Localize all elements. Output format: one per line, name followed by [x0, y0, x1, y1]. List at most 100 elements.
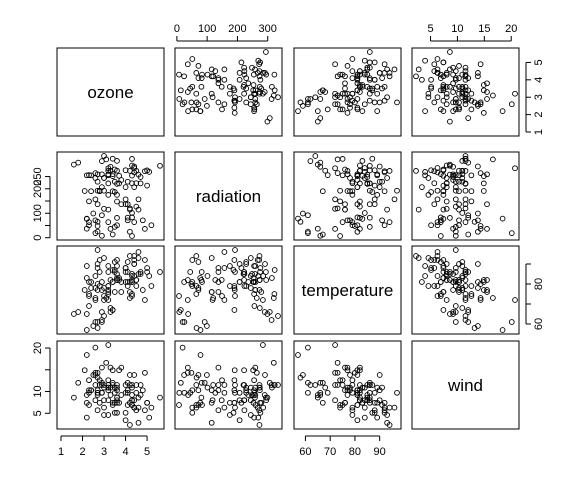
tick-label: 200	[228, 23, 246, 35]
point-45	[477, 223, 484, 229]
point-12	[312, 382, 319, 388]
point-87	[256, 422, 263, 428]
point-60	[250, 82, 257, 88]
point-78	[347, 188, 353, 195]
point-104	[92, 297, 99, 303]
point-52	[447, 171, 453, 178]
point-30	[332, 165, 338, 172]
point-29	[81, 287, 88, 293]
point-81	[251, 291, 257, 297]
point-26	[376, 372, 383, 378]
point-74	[139, 217, 146, 224]
point-49	[111, 409, 118, 416]
point-103	[459, 90, 466, 97]
tick-label: 100	[198, 23, 216, 35]
point-18	[270, 92, 277, 99]
point-79	[484, 171, 490, 178]
point-78	[88, 285, 94, 291]
point-100	[241, 82, 247, 88]
panel-frame	[293, 47, 402, 137]
point-59	[144, 399, 150, 406]
tick-label: 100	[32, 204, 44, 222]
point-45	[188, 369, 195, 376]
point-97	[456, 104, 462, 111]
point-90	[379, 217, 385, 224]
point-71	[256, 277, 263, 283]
tick-label: 1	[533, 129, 545, 135]
point-69	[215, 269, 222, 275]
bottom-axis-temperature: 60 70 80 90	[299, 435, 386, 458]
point-59	[257, 269, 263, 275]
point-42	[142, 257, 148, 263]
point-2	[209, 94, 216, 101]
point-109	[443, 101, 450, 108]
point-86	[394, 389, 400, 396]
point-76	[208, 399, 215, 406]
point-67	[236, 261, 243, 267]
point-40	[257, 409, 264, 416]
point-73	[193, 90, 200, 97]
point-102	[337, 187, 343, 194]
point-105	[193, 402, 200, 408]
point-84	[241, 269, 247, 275]
point-51	[176, 71, 182, 78]
point-14	[295, 352, 301, 358]
point-111	[344, 99, 351, 106]
point-68	[366, 64, 373, 71]
point-74	[456, 63, 462, 69]
point-4	[268, 317, 275, 323]
point-30	[105, 165, 112, 172]
tick-label: 0	[32, 235, 44, 241]
point-81	[339, 377, 346, 384]
point-54	[366, 49, 373, 55]
point-5	[447, 118, 453, 125]
point-15	[271, 71, 278, 78]
point-93	[425, 255, 432, 261]
point-21	[109, 231, 116, 238]
point-59	[440, 269, 447, 275]
point-34	[422, 169, 428, 175]
point-30	[105, 297, 112, 303]
point-3	[337, 106, 343, 113]
point-86	[452, 247, 459, 253]
point-77	[459, 94, 466, 101]
tick-label: 4	[123, 446, 129, 458]
point-105	[193, 106, 200, 113]
point-31	[83, 392, 90, 398]
point-71	[357, 68, 363, 74]
point-2	[443, 94, 450, 101]
point-95	[374, 90, 381, 97]
point-19	[94, 319, 101, 325]
point-10	[322, 384, 329, 391]
point-79	[484, 287, 490, 293]
point-91	[114, 222, 120, 229]
point-65	[374, 108, 381, 114]
point-51	[437, 293, 444, 299]
point-65	[251, 108, 257, 114]
point-99	[354, 389, 361, 396]
point-15	[339, 156, 346, 162]
point-87	[127, 253, 133, 259]
point-81	[105, 377, 112, 384]
point-33	[456, 75, 462, 81]
point-85	[94, 201, 101, 208]
point-37	[204, 384, 211, 391]
point-83	[419, 279, 425, 285]
point-13	[266, 309, 273, 315]
tick-label: 5	[427, 23, 433, 35]
point-87	[413, 168, 419, 174]
point-84	[443, 269, 450, 275]
point-2	[443, 205, 450, 212]
point-20	[99, 319, 105, 325]
point-30	[512, 165, 518, 172]
tick-label: 90	[374, 446, 386, 458]
point-92	[135, 255, 142, 261]
point-20	[305, 379, 311, 386]
point-3	[337, 198, 343, 205]
point-32	[210, 295, 217, 301]
point-57	[198, 269, 205, 275]
panel-ozone-vs-temperature	[293, 47, 402, 137]
point-28	[443, 83, 450, 90]
point-106	[195, 372, 202, 378]
point-84	[366, 90, 373, 97]
